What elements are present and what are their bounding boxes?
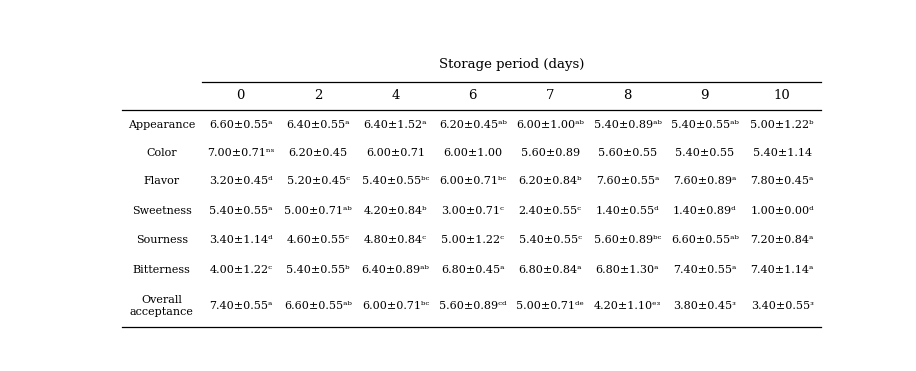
Text: 5.20±0.45ᶜ: 5.20±0.45ᶜ	[287, 176, 350, 186]
Text: 0: 0	[236, 89, 245, 102]
Text: Sweetness: Sweetness	[132, 206, 191, 216]
Text: 6.40±1.52ᵃ: 6.40±1.52ᵃ	[364, 119, 427, 129]
Text: 6.80±0.84ᵃ: 6.80±0.84ᵃ	[518, 265, 582, 275]
Text: Overall
acceptance: Overall acceptance	[130, 295, 194, 317]
Text: 6.00±0.71ᵇᶜ: 6.00±0.71ᵇᶜ	[439, 176, 507, 186]
Text: 7.40±0.55ᵃ: 7.40±0.55ᵃ	[673, 265, 736, 275]
Text: 5.40±0.55ᵃᵇ: 5.40±0.55ᵃᵇ	[671, 119, 739, 129]
Text: 1.00±0.00ᵈ: 1.00±0.00ᵈ	[750, 206, 814, 216]
Text: 6.20±0.45: 6.20±0.45	[289, 148, 347, 158]
Text: 2.40±0.55ᶜ: 2.40±0.55ᶜ	[518, 206, 582, 216]
Text: 4.60±0.55ᶜ: 4.60±0.55ᶜ	[287, 235, 350, 245]
Text: 1.40±0.55ᵈ: 1.40±0.55ᵈ	[595, 206, 660, 216]
Text: 5.60±0.55: 5.60±0.55	[598, 148, 657, 158]
Text: 7.20±0.84ᵃ: 7.20±0.84ᵃ	[750, 235, 813, 245]
Text: 5.40±0.55ᵇᶜ: 5.40±0.55ᵇᶜ	[362, 176, 429, 186]
Text: 5.00±1.22ᶜ: 5.00±1.22ᶜ	[442, 235, 504, 245]
Text: 3.00±0.71ᶜ: 3.00±0.71ᶜ	[442, 206, 504, 216]
Text: 10: 10	[774, 89, 791, 102]
Text: 7.80±0.45ᵃ: 7.80±0.45ᵃ	[750, 176, 813, 186]
Text: 7: 7	[546, 89, 554, 102]
Text: 4.00±1.22ᶜ: 4.00±1.22ᶜ	[209, 265, 272, 275]
Text: Flavor: Flavor	[144, 176, 180, 186]
Text: Sourness: Sourness	[136, 235, 188, 245]
Text: 6.60±0.55ᵃᵇ: 6.60±0.55ᵃᵇ	[284, 301, 352, 311]
Text: Storage period (days): Storage period (days)	[439, 58, 584, 71]
Text: 4: 4	[391, 89, 399, 102]
Text: 5.00±0.71ᵃᵇ: 5.00±0.71ᵃᵇ	[284, 206, 352, 216]
Text: 6.40±0.89ᵃᵇ: 6.40±0.89ᵃᵇ	[362, 265, 430, 275]
Text: Appearance: Appearance	[128, 119, 195, 129]
Text: 6.00±0.71: 6.00±0.71	[365, 148, 425, 158]
Text: 3.20±0.45ᵈ: 3.20±0.45ᵈ	[209, 176, 272, 186]
Text: 4.20±1.10ᵉᶟ: 4.20±1.10ᵉᶟ	[594, 301, 661, 311]
Text: 7.40±0.55ᵃ: 7.40±0.55ᵃ	[209, 301, 272, 311]
Text: 6: 6	[468, 89, 477, 102]
Text: 3.40±1.14ᵈ: 3.40±1.14ᵈ	[209, 235, 272, 245]
Text: 5.60±0.89: 5.60±0.89	[520, 148, 580, 158]
Text: 8: 8	[623, 89, 632, 102]
Text: 3.40±0.55ᶟ: 3.40±0.55ᶟ	[751, 301, 813, 311]
Text: 6.80±0.45ᵃ: 6.80±0.45ᵃ	[441, 265, 505, 275]
Text: 6.00±1.00ᵃᵇ: 6.00±1.00ᵃᵇ	[517, 119, 584, 129]
Text: Bitterness: Bitterness	[133, 265, 191, 275]
Text: 4.80±0.84ᶜ: 4.80±0.84ᶜ	[364, 235, 427, 245]
Text: 2: 2	[314, 89, 322, 102]
Text: 6.00±1.00: 6.00±1.00	[443, 148, 502, 158]
Text: 5.40±1.14: 5.40±1.14	[753, 148, 812, 158]
Text: 5.40±0.55ᶜ: 5.40±0.55ᶜ	[518, 235, 582, 245]
Text: 1.40±0.89ᵈ: 1.40±0.89ᵈ	[673, 206, 736, 216]
Text: 5.00±0.71ᵈᵉ: 5.00±0.71ᵈᵉ	[517, 301, 584, 311]
Text: 6.80±1.30ᵃ: 6.80±1.30ᵃ	[595, 265, 660, 275]
Text: Color: Color	[147, 148, 177, 158]
Text: 6.60±0.55ᵃ: 6.60±0.55ᵃ	[209, 119, 272, 129]
Text: 7.00±0.71ⁿˢ: 7.00±0.71ⁿˢ	[207, 148, 275, 158]
Text: 7.40±1.14ᵃ: 7.40±1.14ᵃ	[750, 265, 813, 275]
Text: 5.60±0.89ᵇᶜ: 5.60±0.89ᵇᶜ	[594, 235, 661, 245]
Text: 6.20±0.84ᵇ: 6.20±0.84ᵇ	[518, 176, 582, 186]
Text: 5.60±0.89ᶜᵈ: 5.60±0.89ᶜᵈ	[439, 301, 507, 311]
Text: 4.20±0.84ᵇ: 4.20±0.84ᵇ	[364, 206, 427, 216]
Text: 3.80±0.45ᶟ: 3.80±0.45ᶟ	[673, 301, 736, 311]
Text: 5.40±0.55: 5.40±0.55	[675, 148, 735, 158]
Text: 7.60±0.55ᵃ: 7.60±0.55ᵃ	[595, 176, 660, 186]
Text: 5.00±1.22ᵇ: 5.00±1.22ᵇ	[750, 119, 814, 129]
Text: 5.40±0.55ᵇ: 5.40±0.55ᵇ	[287, 265, 350, 275]
Text: 9: 9	[701, 89, 709, 102]
Text: 6.60±0.55ᵃᵇ: 6.60±0.55ᵃᵇ	[671, 235, 739, 245]
Text: 6.00±0.71ᵇᶜ: 6.00±0.71ᵇᶜ	[362, 301, 429, 311]
Text: 6.20±0.45ᵃᵇ: 6.20±0.45ᵃᵇ	[439, 119, 507, 129]
Text: 7.60±0.89ᵃ: 7.60±0.89ᵃ	[673, 176, 736, 186]
Text: 6.40±0.55ᵃ: 6.40±0.55ᵃ	[287, 119, 350, 129]
Text: 5.40±0.55ᵃ: 5.40±0.55ᵃ	[209, 206, 272, 216]
Text: 5.40±0.89ᵃᵇ: 5.40±0.89ᵃᵇ	[594, 119, 661, 129]
